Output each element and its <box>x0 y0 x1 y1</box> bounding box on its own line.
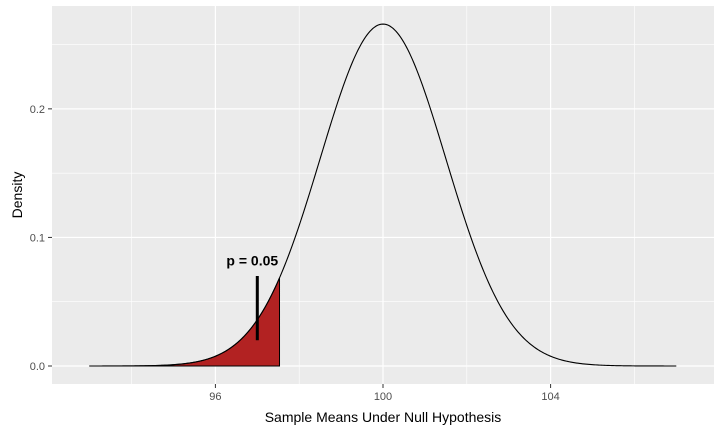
x-tick-label: 104 <box>541 391 559 403</box>
y-tick-label: 0.0 <box>30 361 45 373</box>
annotation-label: p = 0.05 <box>226 253 278 269</box>
x-tick-label: 100 <box>374 391 392 403</box>
y-axis-title: Density <box>9 172 25 219</box>
x-axis-title: Sample Means Under Null Hypothesis <box>265 409 502 425</box>
x-tick-label: 96 <box>209 391 221 403</box>
y-axis-ticks: 0.0 0.1 0.2 <box>30 104 52 373</box>
y-tick-label: 0.2 <box>30 104 45 116</box>
x-axis-ticks: 96 100 104 <box>209 384 560 403</box>
y-tick-label: 0.1 <box>30 232 45 244</box>
density-curve <box>89 23 677 367</box>
